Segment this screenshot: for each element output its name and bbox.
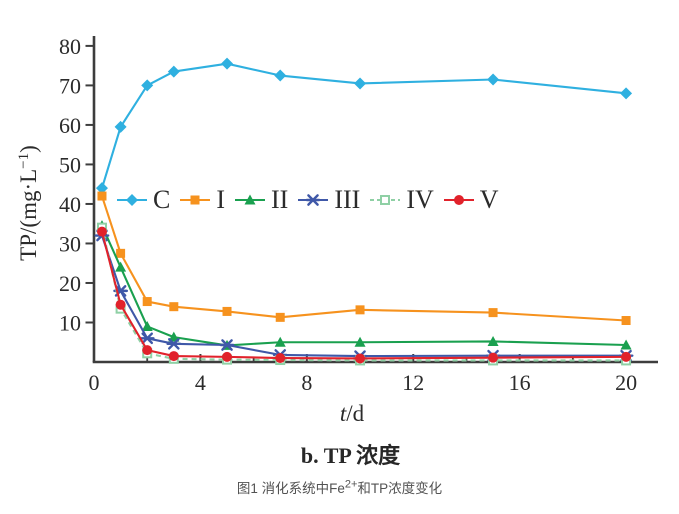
legend-marker-5-circle-icon: [443, 195, 474, 205]
chart-subtitle: b. TP 浓度: [300, 443, 401, 468]
chart-legend: C I II III IV V: [116, 187, 499, 213]
legend-marker-3-asterisk-icon: [298, 194, 329, 206]
legend-item-5: V: [443, 187, 499, 213]
legend-label-1: I: [216, 185, 226, 214]
y-tick-label: 40: [59, 192, 81, 217]
x-tick-label: 16: [509, 370, 531, 395]
series-C: [95, 57, 633, 195]
series-I: [97, 191, 631, 326]
legend-marker-2-triangle-icon: [235, 194, 266, 205]
y-axis-label: TP/(mg·L−1): [16, 145, 41, 261]
legend-marker-4-open-square-icon: [370, 195, 401, 205]
x-tick-label: 12: [402, 370, 424, 395]
caption-text-suffix: 和TP浓度变化: [357, 481, 443, 496]
legend-label-2: II: [271, 185, 289, 214]
x-tick-label: 4: [195, 370, 206, 395]
legend-item-c: C: [116, 187, 170, 213]
y-tick-label: 50: [59, 152, 81, 177]
legend-marker-c-diamond-icon: [117, 194, 147, 206]
legend-label-5: V: [479, 185, 499, 214]
y-tick-label: 20: [59, 271, 81, 296]
x-tick-label: 0: [89, 370, 100, 395]
y-tick-label: 30: [59, 231, 81, 256]
series-II: [96, 220, 632, 350]
y-tick-label: 80: [59, 34, 81, 59]
legend-label-c: C: [153, 185, 171, 214]
figure-caption: 图1 消化系统中Fe2+和TP浓度变化: [0, 477, 679, 497]
y-tick-label: 10: [59, 310, 81, 335]
caption-text-prefix: 图1 消化系统中Fe: [236, 481, 345, 496]
legend-label-3: III: [334, 185, 361, 214]
x-axis-label: t/d: [340, 401, 365, 426]
legend-item-2: II: [234, 187, 288, 213]
legend-item-1: I: [179, 187, 225, 213]
series-V: [96, 226, 632, 364]
tp-chart-area: 10 20 30 40 50 60 70 80 0 4 8 12 16 20 t/d TP/(mg·L−1) …: [16, 34, 658, 426]
legend-label-4: IV: [406, 185, 434, 214]
tp-line-chart: 10 20 30 40 50 60 70 80 0 4 8 12 16 20 t/d TP/(mg·L−1): [16, 34, 658, 426]
caption-superscript: 2+: [344, 478, 358, 491]
legend-item-3: III: [297, 187, 360, 213]
y-tick-label: 70: [59, 73, 81, 98]
legend-marker-1-square-icon: [180, 195, 211, 205]
legend-item-4: IV: [369, 185, 434, 214]
x-tick-label: 20: [615, 370, 637, 395]
y-tick-label: 60: [59, 113, 81, 138]
x-tick-label: 8: [301, 370, 312, 395]
